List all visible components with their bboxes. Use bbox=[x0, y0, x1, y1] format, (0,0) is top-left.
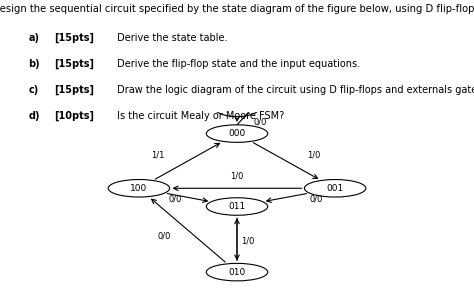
Text: 011: 011 bbox=[228, 202, 246, 211]
Text: Derive the flip-flop state and the input equations.: Derive the flip-flop state and the input… bbox=[114, 59, 360, 69]
Text: d): d) bbox=[28, 111, 40, 121]
Text: Is the circuit Mealy or Moore FSM?: Is the circuit Mealy or Moore FSM? bbox=[114, 111, 284, 121]
Text: 1/0: 1/0 bbox=[307, 151, 320, 160]
Text: 1/1: 1/1 bbox=[151, 151, 165, 160]
Text: c): c) bbox=[28, 85, 39, 95]
Text: 100: 100 bbox=[130, 184, 147, 193]
Text: Derive the state table.: Derive the state table. bbox=[114, 33, 228, 43]
Text: b): b) bbox=[28, 59, 40, 69]
Ellipse shape bbox=[304, 180, 366, 197]
Text: 010: 010 bbox=[228, 268, 246, 277]
Text: 0/0: 0/0 bbox=[168, 195, 182, 204]
Text: 1/0: 1/0 bbox=[230, 172, 244, 181]
Ellipse shape bbox=[206, 263, 268, 281]
Text: 000: 000 bbox=[228, 129, 246, 138]
Ellipse shape bbox=[206, 125, 268, 142]
Text: [15pts]: [15pts] bbox=[55, 33, 94, 43]
Text: 1/0: 1/0 bbox=[241, 237, 255, 246]
Text: [15pts]: [15pts] bbox=[55, 85, 94, 95]
Text: [15pts]: [15pts] bbox=[55, 59, 94, 69]
Text: 001: 001 bbox=[327, 184, 344, 193]
Text: [10pts]: [10pts] bbox=[55, 111, 94, 121]
Text: Draw the logic diagram of the circuit using D flip-flops and externals gates.: Draw the logic diagram of the circuit us… bbox=[114, 85, 474, 95]
Text: 0/0: 0/0 bbox=[309, 195, 323, 204]
Text: 0/0: 0/0 bbox=[254, 117, 267, 126]
Ellipse shape bbox=[206, 198, 268, 215]
Text: a): a) bbox=[28, 33, 39, 43]
Text: Design the sequential circuit specified by the state diagram of the figure below: Design the sequential circuit specified … bbox=[0, 4, 474, 14]
Text: 0/0: 0/0 bbox=[158, 231, 171, 240]
Ellipse shape bbox=[108, 180, 170, 197]
